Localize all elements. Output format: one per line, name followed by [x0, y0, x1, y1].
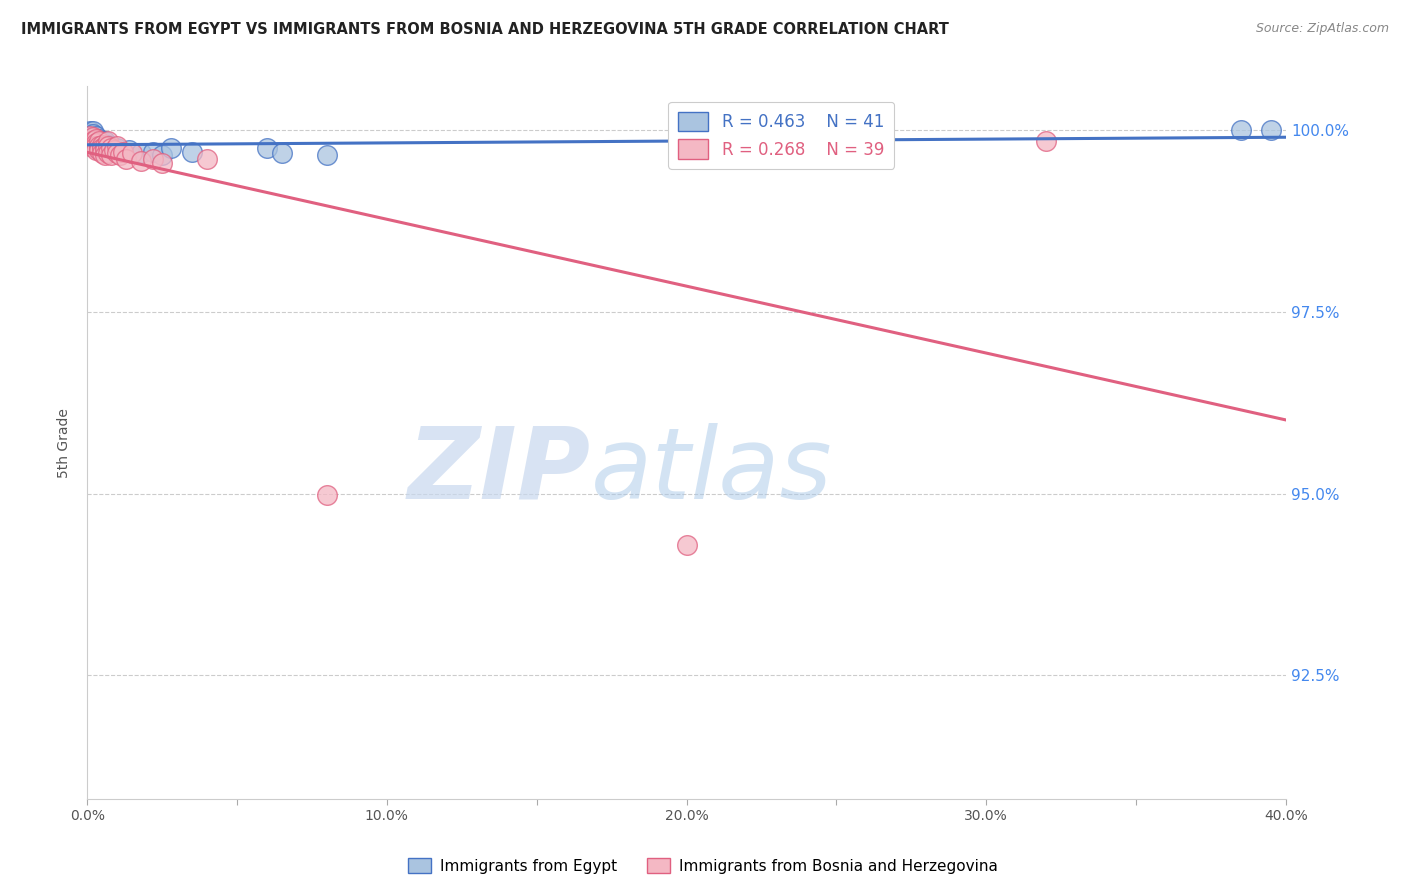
Point	[82, 139, 104, 153]
Point	[89, 144, 111, 158]
Point	[105, 146, 128, 161]
Point	[112, 145, 135, 159]
Point	[84, 141, 107, 155]
Point	[118, 144, 141, 158]
Point	[97, 137, 120, 152]
Point	[129, 153, 152, 168]
Point	[112, 145, 135, 159]
Point	[91, 137, 114, 152]
Point	[82, 127, 104, 141]
Point	[82, 130, 104, 145]
Point	[91, 141, 114, 155]
Point	[82, 134, 104, 148]
Point	[142, 145, 165, 159]
Point	[160, 141, 183, 155]
Point	[150, 155, 173, 169]
Point	[97, 144, 120, 158]
Point	[79, 130, 101, 145]
Point	[181, 145, 204, 159]
Point	[84, 128, 107, 143]
Point	[84, 134, 107, 148]
Point	[84, 137, 107, 152]
Point	[129, 146, 152, 161]
Point	[142, 152, 165, 166]
Text: IMMIGRANTS FROM EGYPT VS IMMIGRANTS FROM BOSNIA AND HERZEGOVINA 5TH GRADE CORREL: IMMIGRANTS FROM EGYPT VS IMMIGRANTS FROM…	[21, 22, 949, 37]
Point	[735, 146, 758, 161]
Point	[316, 148, 339, 162]
Point	[82, 130, 104, 145]
Point	[89, 139, 111, 153]
Point	[94, 137, 117, 152]
Point	[79, 134, 101, 148]
Point	[97, 146, 120, 161]
Point	[94, 141, 117, 155]
Point	[150, 148, 173, 162]
Point	[1260, 123, 1282, 137]
Point	[105, 141, 128, 155]
Point	[97, 134, 120, 148]
Point	[103, 144, 125, 158]
Point	[316, 488, 339, 502]
Point	[82, 124, 104, 138]
Y-axis label: 5th Grade: 5th Grade	[58, 408, 72, 477]
Point	[94, 134, 117, 148]
Point	[121, 146, 143, 161]
Point	[1035, 134, 1057, 148]
Point	[79, 127, 101, 141]
Point	[89, 132, 111, 146]
Point	[115, 152, 138, 166]
Point	[84, 144, 107, 158]
Legend: R = 0.463    N = 41, R = 0.268    N = 39: R = 0.463 N = 41, R = 0.268 N = 39	[668, 102, 894, 169]
Point	[76, 134, 98, 148]
Point	[84, 132, 107, 146]
Point	[103, 141, 125, 155]
Point	[84, 136, 107, 150]
Point	[100, 141, 122, 155]
Point	[91, 146, 114, 161]
Point	[256, 141, 278, 155]
Point	[100, 148, 122, 162]
Text: atlas: atlas	[591, 423, 832, 520]
Point	[105, 139, 128, 153]
Point	[82, 134, 104, 148]
Point	[94, 139, 117, 153]
Point	[84, 132, 107, 146]
Point	[271, 146, 294, 161]
Point	[89, 134, 111, 148]
Point	[94, 148, 117, 162]
Point	[91, 134, 114, 148]
Point	[84, 139, 107, 153]
Point	[1230, 123, 1253, 137]
Text: ZIP: ZIP	[408, 423, 591, 520]
Point	[91, 141, 114, 155]
Point	[89, 137, 111, 152]
Point	[79, 139, 101, 153]
Point	[79, 128, 101, 143]
Point	[97, 139, 120, 153]
Point	[91, 137, 114, 152]
Point	[100, 145, 122, 159]
Text: Source: ZipAtlas.com: Source: ZipAtlas.com	[1256, 22, 1389, 36]
Point	[108, 148, 131, 162]
Legend: Immigrants from Egypt, Immigrants from Bosnia and Herzegovina: Immigrants from Egypt, Immigrants from B…	[402, 852, 1004, 880]
Point	[76, 134, 98, 148]
Point	[94, 144, 117, 158]
Point	[195, 152, 218, 166]
Point	[675, 537, 697, 551]
Point	[89, 134, 111, 148]
Point	[100, 139, 122, 153]
Point	[79, 124, 101, 138]
